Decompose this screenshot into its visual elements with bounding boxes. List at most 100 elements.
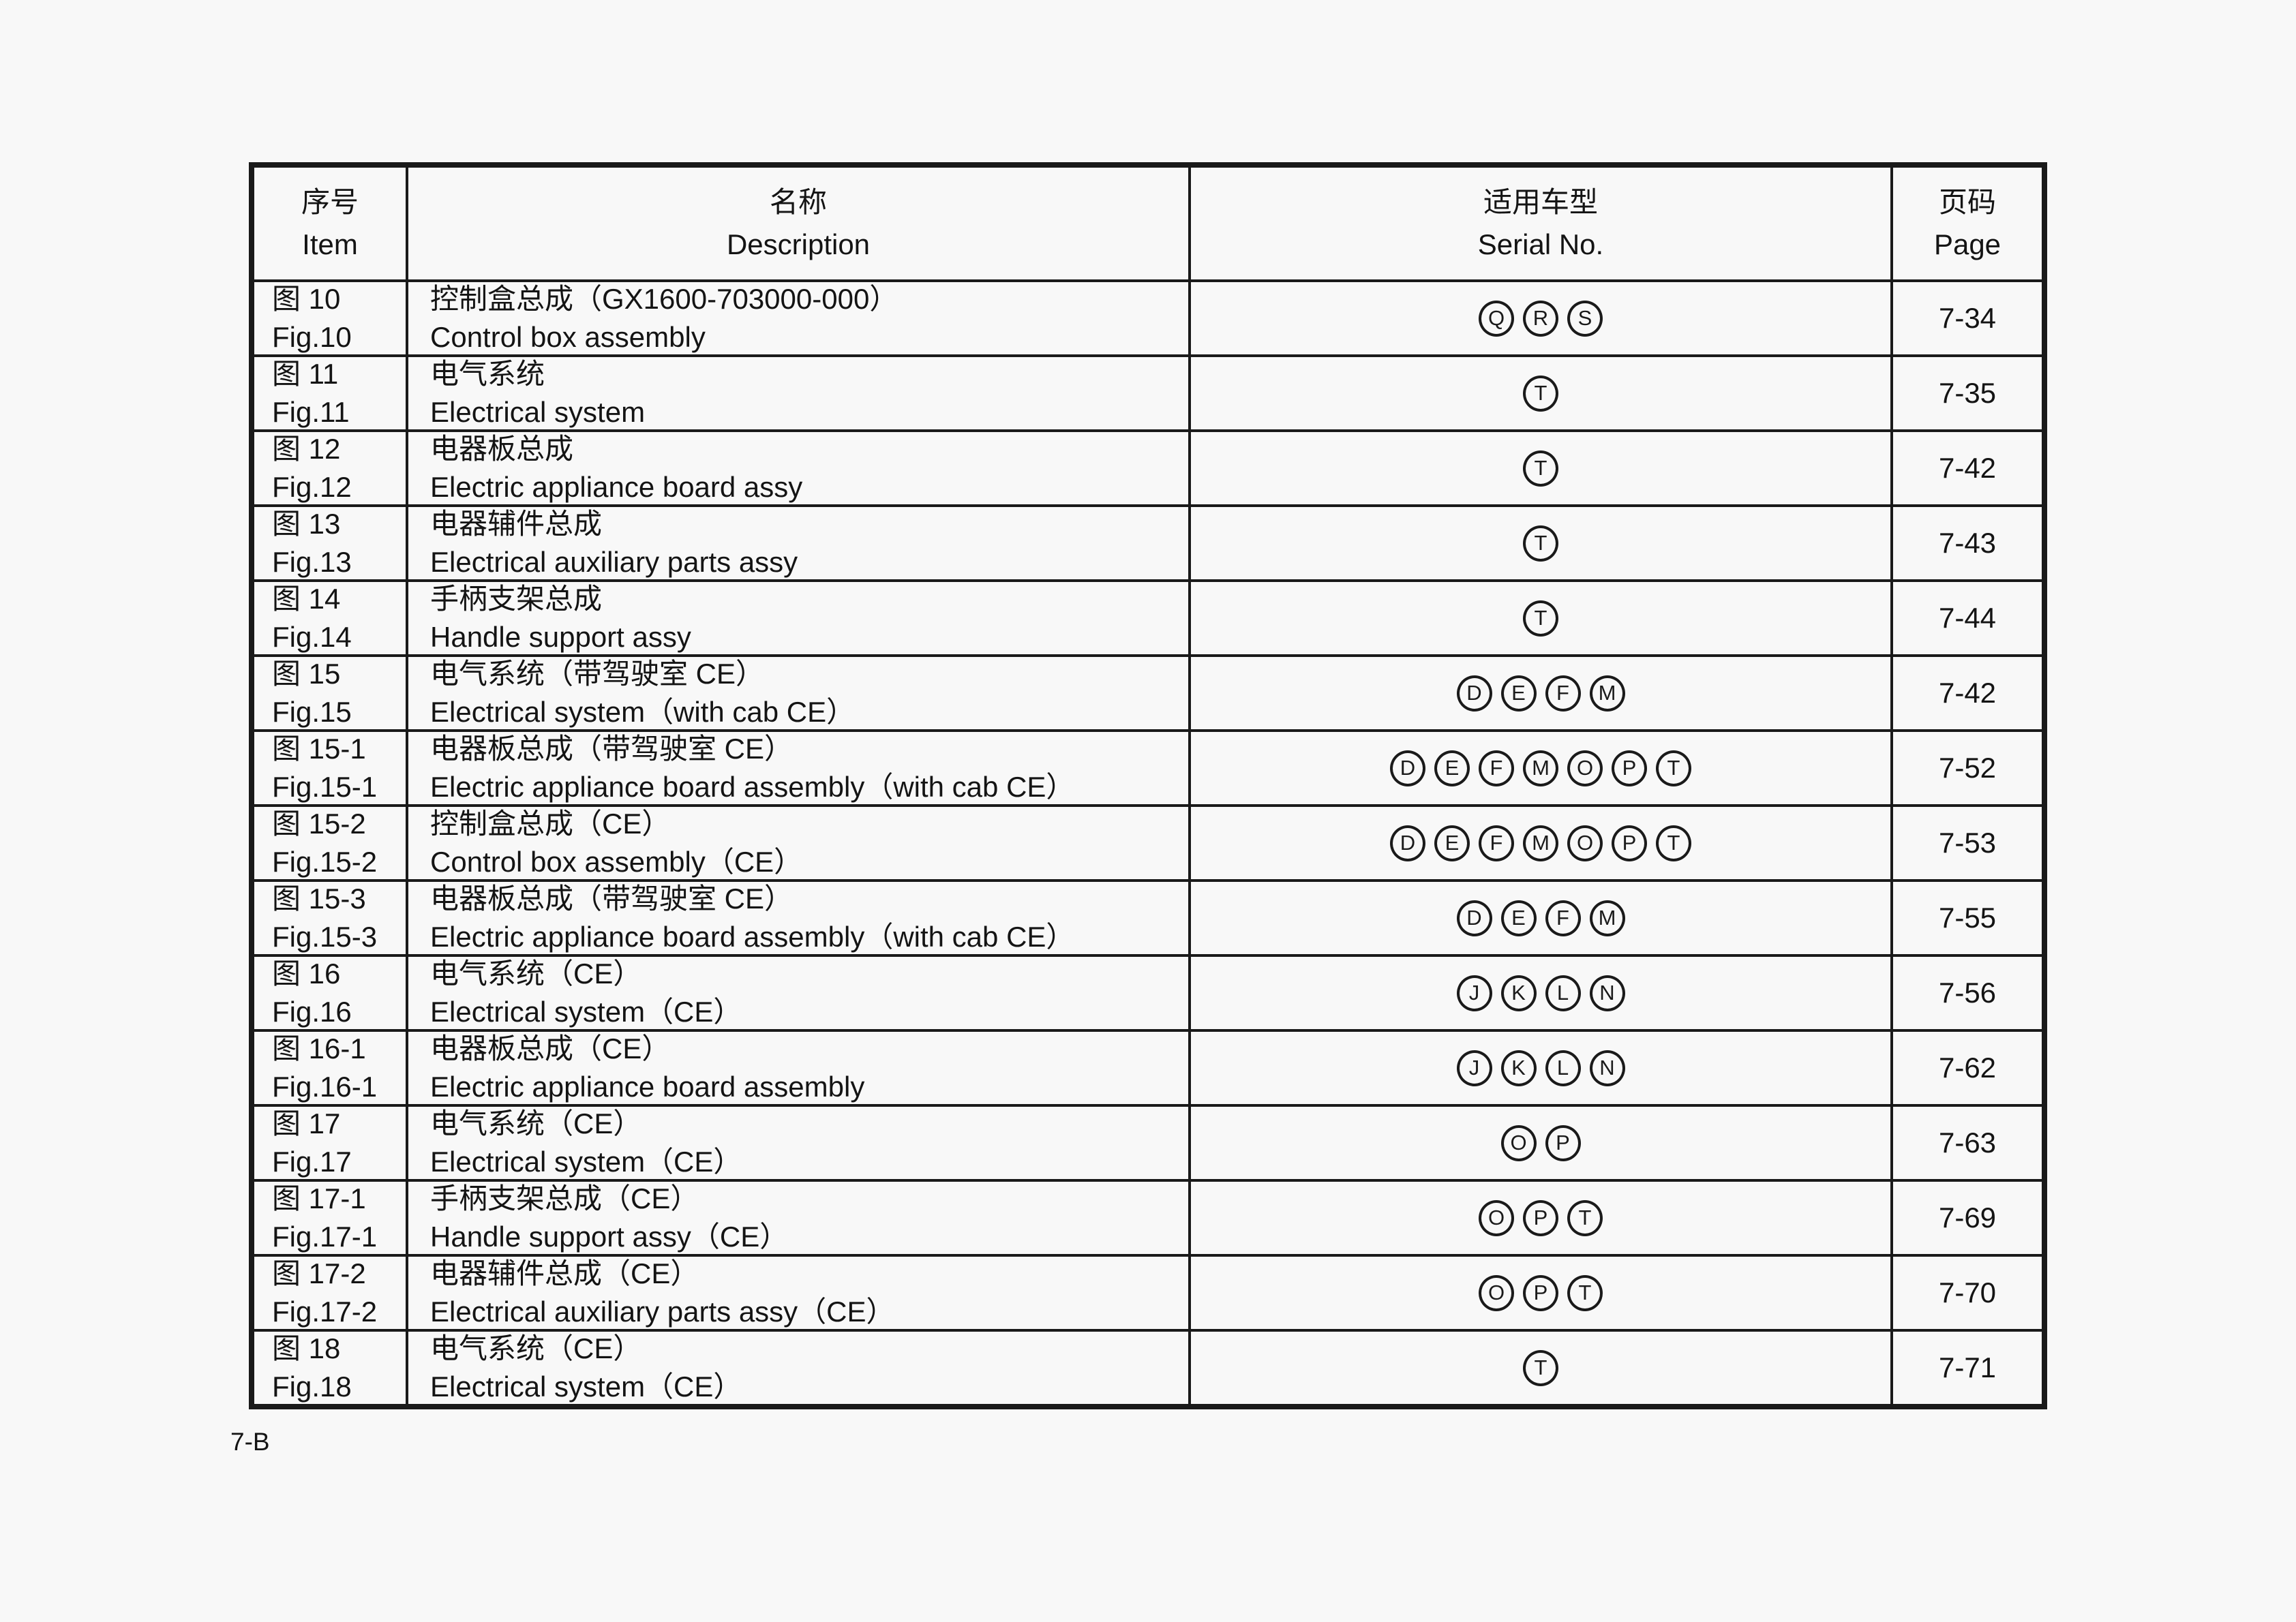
serial-code-badge: T xyxy=(1656,750,1691,786)
description-cell: 电器辅件总成（CE） Electrical auxiliary parts as… xyxy=(406,1254,1191,1332)
item-label-zh: 图 17-2 xyxy=(272,1257,366,1289)
item-cell: 图 17 Fig.17 xyxy=(250,1104,408,1182)
serial-code-badge: M xyxy=(1589,675,1625,711)
description-cell: 电气系统（CE） Electrical system（CE） xyxy=(406,1104,1191,1182)
item-cell: 图 17-2 Fig.17-2 xyxy=(250,1254,408,1332)
item-cell: 图 10 Fig.10 xyxy=(250,279,408,357)
item-cell: 图 15-2 Fig.15-2 xyxy=(250,804,408,882)
description-cell: 电器板总成 Electric appliance board assy xyxy=(406,429,1191,507)
serial-code-badge: E xyxy=(1500,900,1537,936)
serial-code-badge: P xyxy=(1612,825,1647,861)
item-label-en: Fig.16 xyxy=(272,996,352,1028)
serial-code-badge: D xyxy=(1390,750,1425,786)
header-item-zh: 序号 xyxy=(301,186,359,218)
table-row: 图 13 Fig.13 电器辅件总成 Electrical auxiliary … xyxy=(250,504,2046,582)
serial-code-badge: O xyxy=(1567,750,1603,786)
serial-code-badge: P xyxy=(1523,1274,1558,1311)
header-description-en: Description xyxy=(726,228,871,260)
item-label-en: Fig.14 xyxy=(272,621,352,653)
serial-code-badge: D xyxy=(1456,675,1492,711)
description-zh: 手柄支架总成 xyxy=(430,583,603,615)
item-label-zh: 图 11 xyxy=(272,358,339,390)
serial-codes: T xyxy=(1191,600,1890,637)
item-label-en: Fig.17 xyxy=(272,1146,352,1178)
header-serial-no-en: Serial No. xyxy=(1477,228,1604,260)
page-cell: 7-43 xyxy=(1890,504,2046,582)
item-cell: 图 12 Fig.12 xyxy=(250,429,408,507)
description-zh: 电器板总成（带驾驶室 CE） xyxy=(430,733,794,765)
page-number: 7-69 xyxy=(1938,1202,1997,1234)
item-cell: 图 18 Fig.18 xyxy=(250,1329,408,1408)
item-cell: 图 15-1 Fig.15-1 xyxy=(250,729,408,807)
item-label-en: Fig.13 xyxy=(272,546,352,578)
serial-code-badge: L xyxy=(1545,975,1581,1011)
page-cell: 7-35 xyxy=(1890,354,2046,432)
item-label-en: Fig.17-2 xyxy=(272,1296,378,1328)
serial-code-badge: J xyxy=(1456,975,1492,1011)
serial-codes: T xyxy=(1191,525,1890,562)
serial-code-badge: F xyxy=(1545,900,1581,936)
description-cell: 手柄支架总成（CE） Handle support assy（CE） xyxy=(406,1179,1191,1257)
table-row: 图 12 Fig.12 电器板总成 Electric appliance boa… xyxy=(250,429,2046,507)
page-number: 7-53 xyxy=(1938,827,1997,859)
description-zh: 电器板总成（带驾驶室 CE） xyxy=(430,883,794,915)
item-label-zh: 图 15-2 xyxy=(272,808,366,840)
description-zh: 电气系统（CE） xyxy=(430,1107,642,1139)
serial-code-badge: N xyxy=(1589,1050,1625,1086)
table-row: 图 15-1 Fig.15-1 电器板总成（带驾驶室 CE） Electric … xyxy=(250,729,2046,807)
page-cell: 7-56 xyxy=(1890,954,2046,1032)
header-page-zh: 页码 xyxy=(1938,186,1996,218)
serial-code-badge: E xyxy=(1434,825,1470,861)
page-number: 7-34 xyxy=(1938,302,1997,334)
table-row: 图 15-3 Fig.15-3 电器板总成（带驾驶室 CE） Electric … xyxy=(250,879,2046,957)
page-cell: 7-52 xyxy=(1890,729,2046,807)
description-cell: 控制盒总成（GX1600-703000-000） Control box ass… xyxy=(406,279,1191,357)
page-number: 7-63 xyxy=(1938,1127,1997,1159)
item-cell: 图 11 Fig.11 xyxy=(250,354,408,432)
header-item-en: Item xyxy=(302,228,358,260)
description-en: Electric appliance board assembly（with c… xyxy=(430,771,1075,803)
item-label-en: Fig.17-1 xyxy=(272,1221,378,1253)
serial-code-badge: T xyxy=(1523,600,1558,637)
item-label-zh: 图 15 xyxy=(272,658,341,690)
serial-code-badge: E xyxy=(1434,750,1470,786)
item-label-en: Fig.15-3 xyxy=(272,921,378,953)
serial-code-badge: T xyxy=(1567,1274,1603,1311)
header-row: 序号 Item 名称 Description 适用车型 Serial No. xyxy=(250,164,2046,282)
table-row: 图 15 Fig.15 电气系统（带驾驶室 CE） Electrical sys… xyxy=(250,654,2046,732)
page-number: 7-42 xyxy=(1938,452,1997,484)
serial-code-badge: T xyxy=(1523,1349,1558,1386)
page-cell: 7-69 xyxy=(1890,1179,2046,1257)
description-zh: 控制盒总成（CE） xyxy=(430,808,671,840)
description-en: Electric appliance board assembly（with c… xyxy=(430,921,1075,953)
serial-code-badge: S xyxy=(1567,300,1603,337)
table-body: 图 10 Fig.10 控制盒总成（GX1600-703000-000） Con… xyxy=(250,279,2046,1408)
description-en: Control box assembly（CE） xyxy=(430,846,803,878)
item-label-zh: 图 13 xyxy=(272,508,341,540)
item-cell: 图 13 Fig.13 xyxy=(250,504,408,582)
item-label-en: Fig.18 xyxy=(272,1371,352,1403)
page-cell: 7-34 xyxy=(1890,279,2046,357)
serial-code-badge: R xyxy=(1523,300,1558,337)
page-number: 7-56 xyxy=(1938,977,1997,1009)
page-number: 7-55 xyxy=(1938,902,1997,934)
table-row: 图 17 Fig.17 电气系统（CE） Electrical system（C… xyxy=(250,1104,2046,1182)
page-number: 7-70 xyxy=(1938,1276,1997,1309)
item-label-zh: 图 14 xyxy=(272,583,341,615)
item-label-en: Fig.16-1 xyxy=(272,1071,378,1103)
description-en: Electric appliance board assy xyxy=(430,471,803,503)
description-cell: 电器板总成（带驾驶室 CE） Electric appliance board … xyxy=(406,879,1191,957)
description-en: Handle support assy xyxy=(430,621,691,653)
description-en: Electrical auxiliary parts assy xyxy=(430,546,798,578)
description-zh: 电器辅件总成 xyxy=(430,508,603,540)
description-en: Electrical system（CE） xyxy=(430,1371,742,1403)
